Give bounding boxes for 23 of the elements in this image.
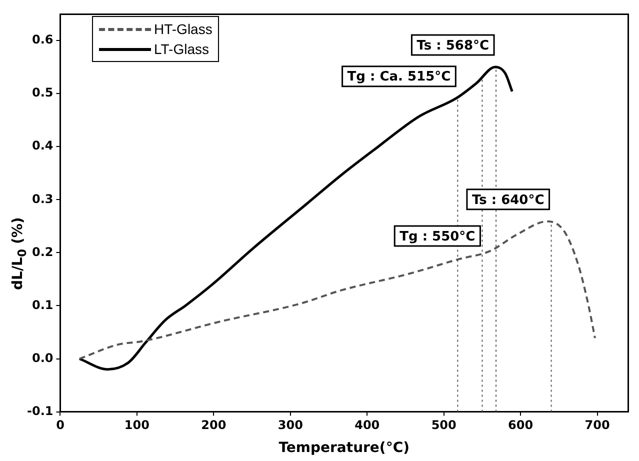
x-tick-label: 300: [278, 418, 303, 432]
annotation: Ts : 640°C: [472, 192, 544, 208]
x-tick-label: 500: [431, 418, 456, 432]
y-tick-label: 0.3: [32, 192, 54, 206]
annotation: Tg : 550°C: [400, 229, 476, 244]
x-tick-label: 700: [584, 418, 610, 432]
y-tick-label: 0.1: [32, 298, 54, 312]
x-tick-label: 100: [124, 418, 150, 432]
x-tick-label: 200: [201, 418, 226, 432]
legend-label: LT-Glass: [154, 41, 209, 57]
x-tick-label: 0: [56, 418, 64, 432]
x-tick-label: 600: [508, 418, 534, 432]
y-tick-label: 0.4: [32, 138, 54, 153]
y-tick-label: 0.2: [32, 244, 54, 259]
annotation: Tg : Ca. 515°C: [347, 70, 451, 85]
x-axis-title: Temperature(°C): [278, 440, 410, 456]
y-tick-label: -0.1: [26, 404, 54, 418]
x-tick-label: 400: [354, 418, 380, 432]
annotation: Ts : 568°C: [416, 38, 490, 54]
y-tick-label: 0.0: [32, 350, 54, 365]
legend-label: HT-Glass: [154, 21, 212, 37]
y-tick-label: 0.6: [32, 32, 54, 47]
y-tick-label: 0.5: [32, 86, 54, 100]
